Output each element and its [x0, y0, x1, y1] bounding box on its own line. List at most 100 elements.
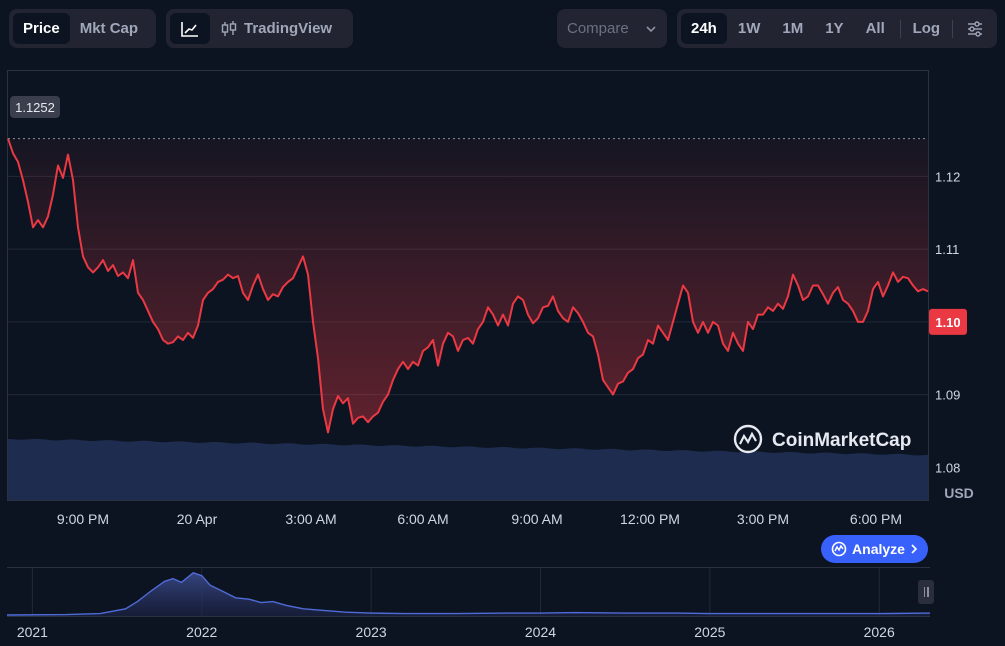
volume-bar	[920, 455, 925, 500]
volume-bar	[348, 445, 353, 500]
volume-bar	[388, 445, 393, 500]
volume-bar	[136, 440, 141, 500]
volume-bar	[324, 443, 329, 500]
volume-bar	[864, 453, 869, 500]
volume-bar	[192, 442, 197, 500]
volume-bar	[48, 440, 53, 500]
volume-bar	[260, 443, 265, 500]
volume-bar	[644, 449, 649, 500]
volume-bar	[92, 440, 97, 500]
volume-bar	[892, 453, 897, 500]
volume-bar	[672, 450, 677, 500]
volume-bar	[368, 445, 373, 500]
volume-bar	[44, 439, 49, 500]
volume-bar	[716, 450, 721, 500]
volume-bar	[36, 438, 41, 500]
volume-bar	[112, 440, 117, 500]
price-line	[7, 138, 929, 434]
volume-bar	[524, 448, 529, 500]
volume-bar	[916, 455, 921, 500]
volume-bar	[712, 450, 717, 500]
volume-bar	[268, 444, 273, 500]
volume-bar	[536, 447, 541, 500]
overview-range-handle[interactable]	[918, 580, 934, 604]
overview-tick-label: 2022	[186, 624, 217, 640]
mktcap-tab[interactable]: Mkt Cap	[79, 20, 139, 37]
volume-bar	[40, 439, 45, 500]
volume-bar	[216, 442, 221, 500]
volume-bar	[296, 444, 301, 500]
range-all[interactable]: All	[865, 20, 885, 37]
range-divider	[899, 19, 901, 38]
analyze-button[interactable]: Analyze	[821, 535, 928, 563]
volume-bar	[420, 446, 425, 500]
y-tick-label: 1.08	[935, 460, 960, 475]
volume-bar	[800, 452, 805, 500]
volume-bar	[76, 439, 81, 500]
volume-bar	[276, 443, 281, 500]
volume-bar	[300, 444, 305, 500]
volume-bar	[768, 452, 773, 500]
volume-bar	[748, 451, 753, 500]
volume-bar	[284, 443, 289, 500]
volume-bar	[88, 440, 93, 500]
volume-bars	[8, 438, 929, 500]
x-tick-label: 20 Apr	[177, 511, 218, 527]
volume-bar	[744, 451, 749, 500]
volume-bar	[760, 451, 765, 500]
volume-bar	[220, 442, 225, 500]
volume-bar	[32, 438, 37, 500]
volume-bar	[756, 451, 761, 500]
tradingview-button[interactable]: TradingView	[210, 13, 342, 44]
volume-bar	[272, 444, 277, 500]
volume-bar	[856, 453, 861, 500]
volume-bar	[752, 451, 757, 500]
metric-toggle: Price Mkt Cap	[9, 9, 156, 48]
volume-bar	[684, 450, 689, 500]
volume-bar	[148, 441, 153, 500]
volume-bar	[884, 454, 889, 500]
volume-bar	[208, 442, 213, 500]
volume-bar	[444, 447, 449, 500]
chevron-right-icon	[911, 544, 918, 554]
compare-dropdown[interactable]: Compare	[557, 9, 667, 48]
range-1y[interactable]: 1Y	[825, 20, 844, 37]
volume-bar	[680, 450, 685, 500]
range-1m[interactable]: 1M	[782, 20, 804, 37]
range-1w[interactable]: 1W	[737, 20, 761, 37]
volume-bar	[728, 451, 733, 500]
volume-bar	[484, 447, 489, 500]
volume-bar	[424, 445, 429, 500]
volume-bar	[704, 451, 709, 500]
volume-bar	[456, 446, 461, 500]
volume-bar	[104, 440, 109, 500]
y-tick-label: 1.11	[935, 242, 959, 257]
high-price-text: 1.1252	[15, 100, 55, 115]
volume-bar	[200, 442, 205, 500]
volume-bar	[184, 441, 189, 500]
line-chart-button[interactable]	[170, 13, 210, 44]
volume-bar	[400, 445, 405, 500]
range-24h[interactable]: 24h	[681, 13, 727, 44]
volume-bar	[816, 453, 821, 500]
settings-button[interactable]	[957, 13, 993, 44]
volume-bar	[732, 452, 737, 500]
volume-bar	[572, 448, 577, 500]
volume-bar	[164, 442, 169, 500]
volume-bar	[116, 440, 121, 500]
volume-bar	[396, 445, 401, 500]
volume-bar	[868, 453, 873, 500]
volume-bar	[828, 452, 833, 500]
volume-bar	[796, 452, 801, 500]
log-toggle[interactable]: Log	[912, 20, 941, 37]
volume-bar	[176, 441, 181, 500]
volume-bar	[788, 451, 793, 500]
volume-bar	[188, 442, 193, 500]
overview-tick-label: 2024	[525, 624, 556, 640]
volume-bar	[740, 452, 745, 500]
volume-bar	[320, 443, 325, 500]
price-tab[interactable]: Price	[13, 13, 70, 44]
volume-bar	[480, 447, 485, 500]
volume-bar	[416, 446, 421, 500]
volume-bar	[528, 448, 533, 500]
